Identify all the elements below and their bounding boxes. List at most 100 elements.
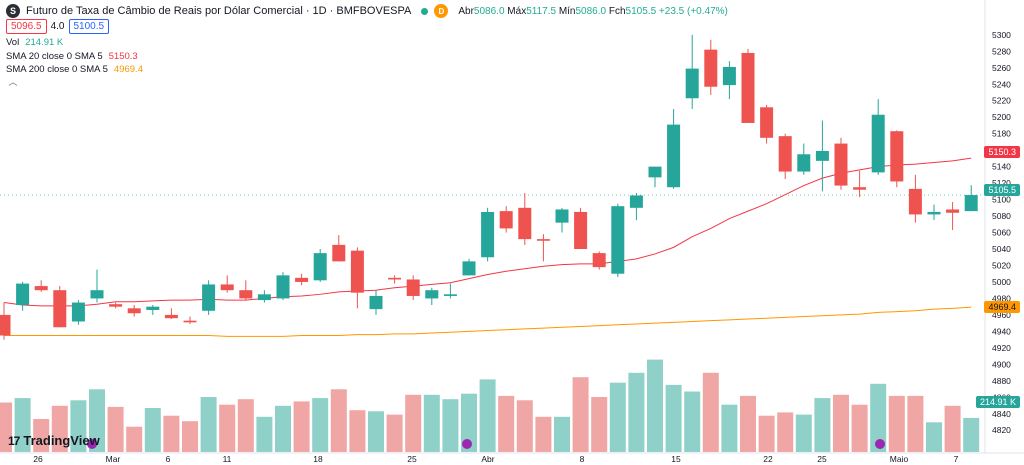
chevron-up-icon[interactable]: ︿	[8, 76, 18, 87]
event-marker-icon	[462, 439, 472, 449]
volume-bar	[163, 415, 180, 452]
volume-bar	[293, 401, 310, 452]
candle-body	[908, 188, 922, 215]
candle-body	[239, 290, 253, 299]
volume-bar	[70, 400, 87, 452]
candle-body	[778, 136, 792, 172]
tradingview-logo[interactable]: 17 TradingView	[8, 433, 100, 448]
volume-bar	[423, 394, 440, 452]
volume-bar	[591, 397, 608, 452]
volume-bar	[516, 400, 533, 452]
y-tick-label: 5120	[992, 178, 1011, 188]
sma200-line	[4, 306, 972, 337]
volume-bar	[14, 398, 31, 452]
candle-body	[462, 261, 476, 276]
candle-body	[741, 52, 755, 123]
candle-body	[667, 124, 681, 188]
x-tick-label: 25	[817, 454, 827, 464]
volume-bar	[572, 377, 589, 452]
y-tick-label: 5200	[992, 112, 1011, 122]
volume-bar	[944, 405, 961, 452]
candle-body	[518, 207, 532, 240]
volume-bar	[200, 397, 217, 452]
candle-body	[0, 314, 11, 336]
candle-body	[592, 253, 606, 268]
candle-body	[536, 239, 550, 241]
candle-body	[853, 187, 867, 190]
sma200-indicator-legend[interactable]: SMA 200 close 0 SMA 5 4969.4	[6, 64, 143, 75]
volume-bar	[144, 408, 161, 452]
volume-bar	[312, 398, 329, 452]
candle-body	[481, 211, 495, 258]
candle-body	[425, 290, 439, 299]
candle-body	[109, 304, 123, 307]
volume-bar	[665, 384, 682, 452]
volume-bar	[647, 359, 663, 452]
buy-price-button[interactable]: 5100.5	[68, 19, 110, 34]
volume-bar	[535, 416, 552, 452]
volume-bar	[684, 391, 701, 452]
y-tick-label: 5260	[992, 63, 1011, 73]
volume-bar	[256, 416, 273, 452]
volume-bar	[479, 379, 496, 452]
x-tick-label: Maio	[890, 454, 909, 464]
x-tick-label: 8	[580, 454, 585, 464]
candle-body	[685, 68, 699, 99]
sell-price-button[interactable]: 5096.5	[6, 19, 47, 34]
event-marker-icon	[875, 439, 885, 449]
volume-bar	[628, 372, 645, 452]
volume-bar	[870, 383, 887, 452]
x-tick-label: 6	[166, 454, 171, 464]
volume-indicator-legend[interactable]: Vol 214.91 K	[6, 37, 64, 48]
candle-body	[313, 253, 327, 281]
volume-bar	[442, 399, 459, 452]
candle-body	[629, 195, 643, 208]
y-tick-label: 5220	[992, 96, 1011, 106]
volume-bar	[758, 415, 775, 452]
candle-body	[574, 211, 588, 250]
x-tick-label: 15	[671, 454, 681, 464]
volume-bar	[182, 421, 198, 452]
volume-bar	[851, 404, 868, 452]
candle-body	[16, 283, 30, 306]
candle-body	[127, 308, 141, 314]
candle-body	[276, 275, 290, 299]
volume-bar	[498, 395, 515, 452]
candle-body	[555, 209, 569, 223]
y-tick-label: 5100	[992, 195, 1011, 205]
volume-tag: 214.91 K	[975, 396, 1020, 408]
volume-bar	[777, 412, 794, 452]
sma20-indicator-legend[interactable]: SMA 20 close 0 SMA 5 5150.3	[6, 51, 138, 62]
volume-bar	[740, 395, 756, 452]
candle-body	[257, 294, 271, 301]
volume-bar	[963, 417, 980, 452]
volume-bar	[330, 389, 347, 452]
event-marker-icon	[87, 439, 97, 449]
candle-body	[164, 314, 178, 319]
y-tick-label: 4940	[992, 326, 1011, 336]
symbol-icon: S	[6, 4, 20, 18]
candle-body	[369, 295, 383, 310]
volume-bar	[219, 404, 236, 452]
candle-body	[332, 244, 346, 262]
candle-body	[946, 209, 960, 213]
last-price-tag: 5105.5	[984, 184, 1020, 196]
y-tick-label: 5000	[992, 277, 1011, 287]
y-tick-label: 5040	[992, 244, 1011, 254]
delay-badge[interactable]: D	[434, 4, 449, 18]
sma20-price-tag: 5150.3	[984, 146, 1020, 158]
sma20-line	[3, 157, 972, 307]
candle-body	[71, 302, 85, 322]
y-tick-label: 5240	[992, 79, 1011, 89]
candle-body	[146, 306, 160, 310]
candle-body	[295, 277, 309, 282]
chart-title[interactable]: Futuro de Taxa de Câmbio de Reais por Dó…	[26, 5, 412, 17]
candle-body	[890, 131, 904, 182]
volume-bar	[888, 395, 905, 452]
volume-bar	[89, 389, 105, 452]
x-tick-label: 25	[407, 454, 417, 464]
x-tick-label: 22	[763, 454, 773, 464]
volume-bar	[405, 394, 422, 452]
candle-body	[350, 250, 364, 293]
